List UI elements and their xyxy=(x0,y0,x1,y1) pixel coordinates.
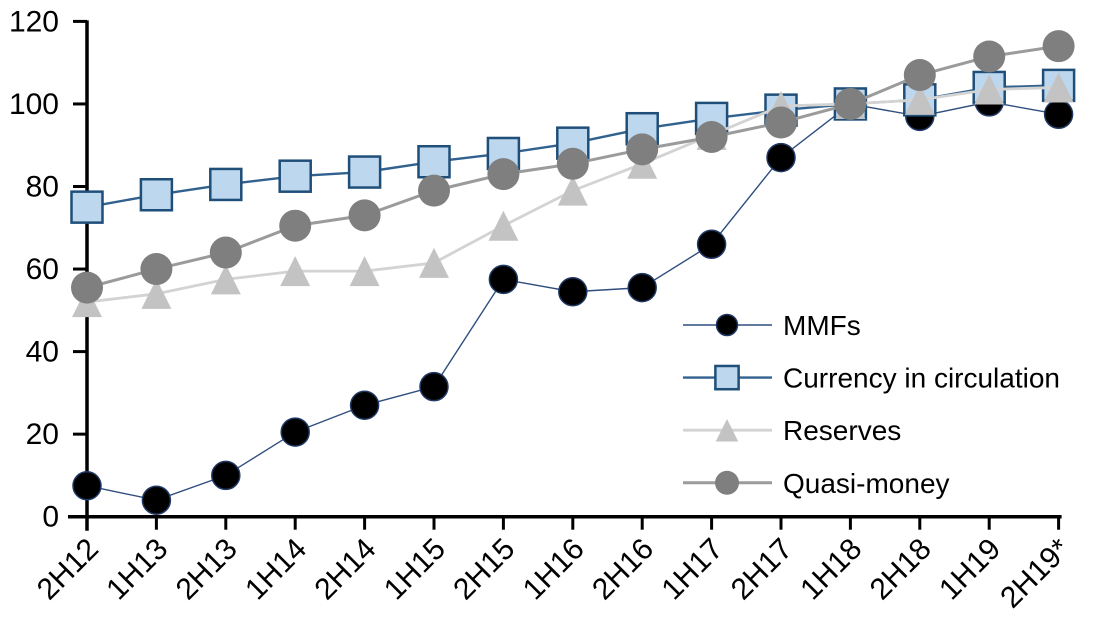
legend-marker-quasi-money xyxy=(715,470,739,495)
series-marker-mmfs xyxy=(349,390,380,421)
x-tick-label: 1H13 xyxy=(100,532,174,606)
series-marker-quasi-money xyxy=(1042,30,1075,63)
series-marker-quasi-money xyxy=(973,40,1006,73)
y-tick-label: 120 xyxy=(9,5,59,38)
series-marker-quasi-money xyxy=(626,133,659,166)
series-marker-currency-in-circulation xyxy=(278,159,312,193)
series-marker-reserves xyxy=(141,278,172,309)
series-marker-quasi-money xyxy=(903,59,936,92)
y-tick-label: 20 xyxy=(26,418,59,451)
x-tick-label: 1H17 xyxy=(656,532,730,606)
series-marker-currency-in-circulation xyxy=(70,190,104,224)
legend-item-reserves: Reserves xyxy=(683,415,901,446)
series-marker-mmfs xyxy=(1043,99,1074,130)
series-marker-quasi-money xyxy=(209,236,242,269)
x-tick-label: 2H13 xyxy=(170,532,244,606)
x-tick-label: 2H12 xyxy=(31,532,105,606)
series-marker-reserves xyxy=(210,264,241,295)
series-marker-mmfs xyxy=(141,485,172,515)
series-marker-mmfs xyxy=(558,277,588,307)
legend-item-currency-in-circulation: Currency in circulation xyxy=(683,363,1060,394)
x-tick-label: 2H17 xyxy=(725,532,799,606)
series-marker-reserves xyxy=(904,84,935,115)
series-marker-reserves xyxy=(419,247,449,278)
series-marker-quasi-money xyxy=(765,106,797,139)
series-marker-quasi-money xyxy=(348,199,381,232)
legend-marker-reserves xyxy=(715,418,739,442)
series-marker-currency-in-circulation xyxy=(139,178,174,212)
series-marker-currency-in-circulation xyxy=(209,167,243,202)
x-tick-label: 2H18 xyxy=(864,532,938,606)
legend-marker-currency-in-circulation xyxy=(714,364,740,391)
legend-item-quasi-money: Quasi-money xyxy=(683,468,950,499)
series-quasi-money xyxy=(71,30,1075,304)
series-marker-mmfs xyxy=(72,470,102,501)
series-marker-reserves xyxy=(349,256,380,287)
y-tick-label: 40 xyxy=(26,336,59,369)
y-tick-label: 100 xyxy=(9,88,59,121)
y-tick-label: 60 xyxy=(26,253,59,286)
x-tick-label: 2H19* xyxy=(994,532,1077,615)
y-tick-label: 80 xyxy=(26,171,59,204)
x-tick-label: 2H16 xyxy=(586,532,660,606)
legend-item-mmfs: MMFs xyxy=(683,310,861,341)
x-tick-label: 2H15 xyxy=(447,532,521,606)
series-marker-quasi-money xyxy=(140,253,173,286)
series-marker-mmfs xyxy=(488,264,519,295)
legend-label-currency-in-circulation: Currency in circulation xyxy=(783,363,1060,394)
legend-label-quasi-money: Quasi-money xyxy=(783,468,950,499)
series-marker-mmfs xyxy=(696,229,727,260)
series-marker-reserves xyxy=(488,210,519,241)
series-marker-mmfs xyxy=(280,417,310,447)
legend-label-mmfs: MMFs xyxy=(783,310,861,341)
series-marker-currency-in-circulation xyxy=(347,155,382,189)
x-tick-label: 1H19 xyxy=(933,532,1007,606)
x-tick-label: 1H18 xyxy=(794,532,868,606)
series-marker-quasi-money xyxy=(487,158,520,191)
series-marker-reserves xyxy=(974,74,1005,105)
series-marker-mmfs xyxy=(627,272,657,303)
series-marker-mmfs xyxy=(766,142,796,173)
series-marker-quasi-money xyxy=(418,174,450,207)
series-marker-reserves xyxy=(1043,72,1074,103)
series-marker-reserves xyxy=(280,256,311,287)
series-marker-quasi-money xyxy=(279,209,312,242)
x-tick-label: 1H16 xyxy=(517,532,591,606)
series-marker-mmfs xyxy=(419,371,449,402)
legend: MMFs Currency in circulation Reserves Quasi… xyxy=(683,310,1060,499)
series-marker-currency-in-circulation xyxy=(417,144,451,179)
legend-label-reserves: Reserves xyxy=(783,415,901,446)
x-tick-label: 1H14 xyxy=(239,532,313,606)
series-marker-mmfs xyxy=(211,460,241,491)
y-tick-label: 0 xyxy=(42,501,59,534)
legend-marker-mmfs xyxy=(715,313,739,337)
series-marker-quasi-money xyxy=(834,87,867,120)
series-marker-reserves xyxy=(557,175,588,206)
series-marker-quasi-money xyxy=(556,147,589,180)
x-tick-label: 1H15 xyxy=(378,532,452,606)
series-marker-quasi-money xyxy=(71,271,103,304)
x-tick-label: 2H14 xyxy=(309,532,383,606)
series-marker-quasi-money xyxy=(695,120,728,153)
